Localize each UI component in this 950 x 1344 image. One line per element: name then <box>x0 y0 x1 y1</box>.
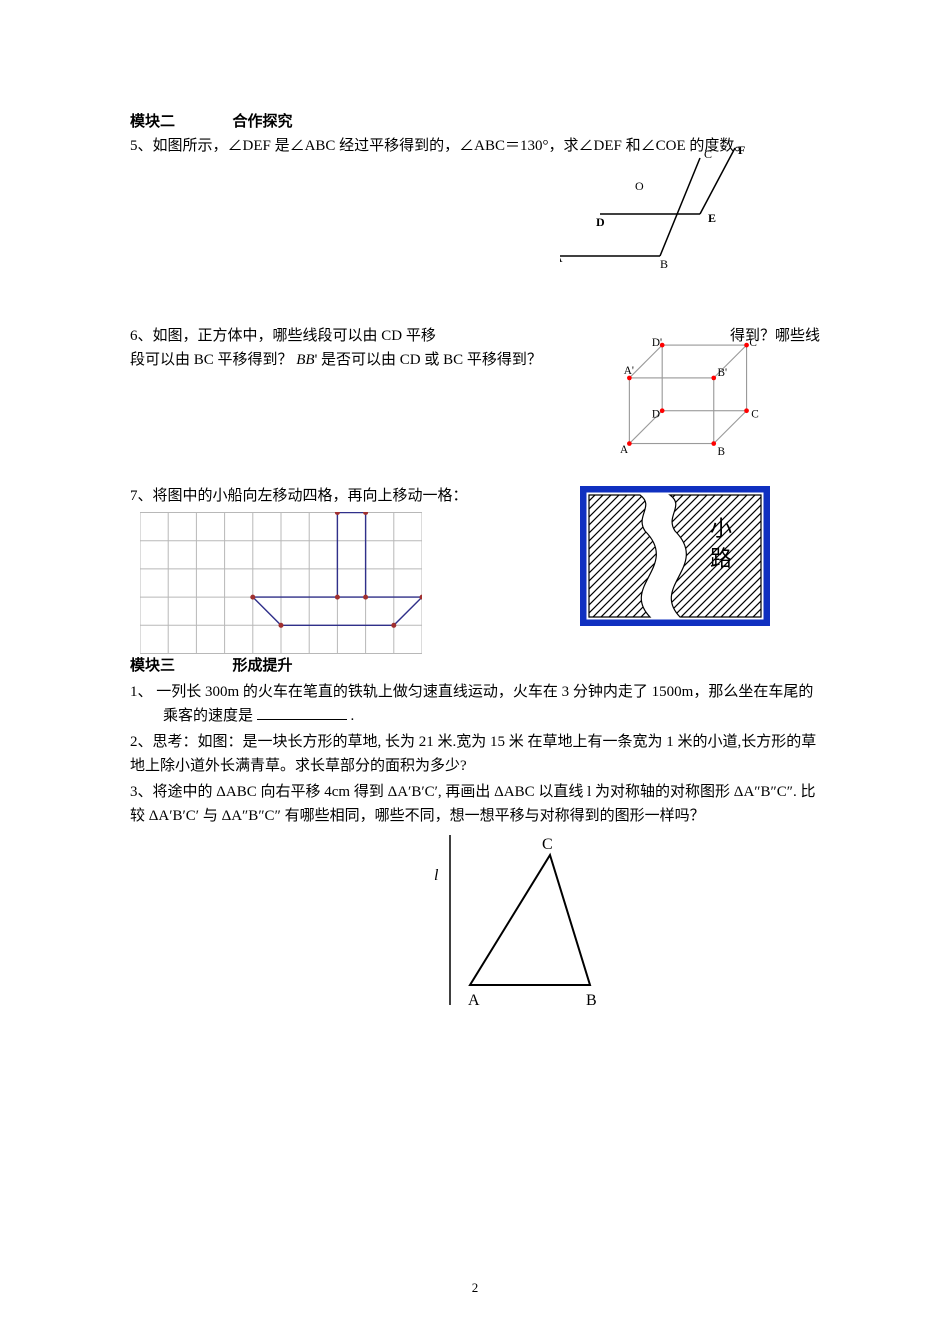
question-7-path-figure: 小 路 <box>580 486 770 626</box>
path-label-bottom: 路 <box>710 546 732 571</box>
path-label-top: 小 <box>710 516 732 541</box>
svg-text:A': A' <box>624 365 634 377</box>
q-m3-1-prefix: 1、 一列长 300m 的火车在笔直的铁轨上做匀速直线运动，火车在 3 分钟内走… <box>130 684 813 724</box>
question-5-figure: A B C D E F O <box>560 144 760 269</box>
svg-text:A: A <box>468 992 480 1009</box>
module3-heading: 模块三 形成提升 <box>130 654 820 678</box>
q-m3-3-text: 3、将途中的 ΔABC 向右平移 4cm 得到 ΔA′B′C′, 再画出 ΔAB… <box>130 784 816 824</box>
svg-text:B: B <box>718 446 726 458</box>
module3-heading-right: 形成提升 <box>233 658 293 674</box>
question-6-figure: A B C D A' B' C' D' <box>620 334 770 464</box>
svg-text:C: C <box>704 147 712 161</box>
svg-text:B': B' <box>718 367 728 379</box>
question-m3-1: 1、 一列长 300m 的火车在笔直的铁轨上做匀速直线运动，火车在 3 分钟内走… <box>130 680 820 728</box>
question-5: 5、如图所示，∠DEF 是∠ABC 经过平移得到的，∠ABC＝130°，求∠DE… <box>130 134 820 324</box>
svg-text:B: B <box>586 992 597 1009</box>
svg-text:C: C <box>542 836 553 853</box>
svg-text:O: O <box>635 179 644 193</box>
svg-text:C': C' <box>749 337 759 349</box>
svg-text:F: F <box>738 144 745 157</box>
question-m3-3-figure: l A B C <box>430 835 630 1025</box>
module3-body: 1、 一列长 300m 的火车在笔直的铁轨上做匀速直线运动，火车在 3 分钟内走… <box>130 680 820 1028</box>
module2-heading-left: 模块二 <box>130 114 175 130</box>
question-6: 6、如图，正方体中，哪些线段可以由 CD 平移 得到？哪些线 段可以由 BC 平… <box>130 324 820 484</box>
question-7-grid <box>140 512 422 654</box>
question-m3-2: 2、思考：如图：是一块长方形的草地, 长为 21 米.宽为 15 米 在草地上有… <box>130 730 820 778</box>
module2-heading-right: 合作探究 <box>233 114 293 130</box>
svg-text:A: A <box>620 444 629 456</box>
question-6-line1-left: 6、如图，正方体中，哪些线段可以由 CD 平移 <box>130 328 436 344</box>
q6-prime: ' <box>315 352 318 368</box>
svg-text:l: l <box>434 867 439 884</box>
module3-heading-left: 模块三 <box>130 658 175 674</box>
svg-text:E: E <box>708 211 716 225</box>
svg-text:B: B <box>660 257 668 269</box>
svg-text:D': D' <box>652 337 662 349</box>
svg-text:D: D <box>596 215 605 229</box>
question-7: 7、将图中的小船向左移动四格，再向上移动一格： <box>130 484 820 654</box>
q-m3-1-suffix: . <box>351 708 355 724</box>
page: 模块二 合作探究 5、如图所示，∠DEF 是∠ABC 经过平移得到的，∠ABC＝… <box>0 0 950 1344</box>
q6-line2a: 段可以由 BC 平移得到？ <box>130 352 293 368</box>
q6-line2b: 是否可以由 CD 或 BC 平移得到？ <box>321 352 542 368</box>
q6-bb: BB <box>296 352 314 368</box>
module2-heading: 模块二 合作探究 <box>130 110 820 134</box>
svg-text:D: D <box>652 408 660 420</box>
svg-text:A: A <box>560 251 563 265</box>
question-m3-3: 3、将途中的 ΔABC 向右平移 4cm 得到 ΔA′B′C′, 再画出 ΔAB… <box>130 780 820 828</box>
page-number: 2 <box>0 1278 950 1299</box>
blank-input[interactable] <box>257 704 347 720</box>
svg-text:C: C <box>751 408 759 420</box>
